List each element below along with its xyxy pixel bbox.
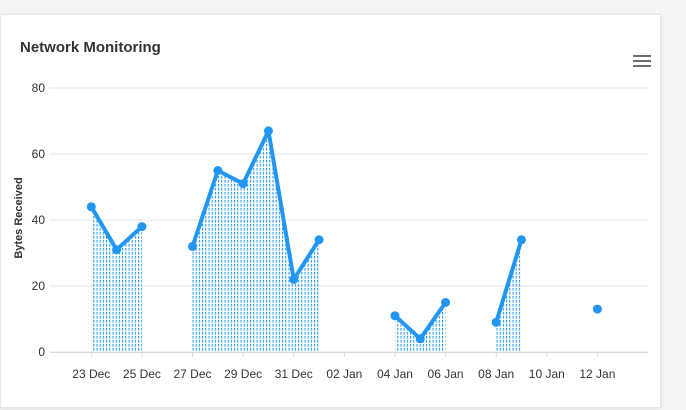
area-fill-segment bbox=[496, 239, 522, 352]
x-tick-label: 06 Jan bbox=[428, 367, 464, 381]
x-tick-label: 23 Dec bbox=[72, 367, 110, 381]
gridlines bbox=[50, 87, 648, 353]
chart-title: Network Monitoring bbox=[20, 39, 161, 56]
data-point bbox=[289, 274, 299, 284]
x-tick-label: 12 Jan bbox=[579, 367, 615, 381]
data-point bbox=[314, 235, 324, 245]
data-point bbox=[238, 179, 248, 189]
x-tick-label: 31 Dec bbox=[275, 367, 313, 381]
series-line-segment bbox=[494, 237, 524, 325]
y-axis-label: Bytes Received bbox=[13, 177, 25, 258]
data-point bbox=[263, 126, 273, 136]
data-point bbox=[491, 317, 501, 327]
x-tick-label: 02 Jan bbox=[326, 367, 362, 381]
y-tick-label: 40 bbox=[32, 213, 46, 227]
data-point bbox=[213, 166, 223, 175]
x-tick-label: 25 Dec bbox=[123, 367, 161, 381]
x-tick-label: 29 Dec bbox=[224, 367, 262, 381]
data-point bbox=[86, 202, 96, 212]
y-axis-ticks: 0 20 40 60 80 bbox=[32, 81, 46, 359]
y-tick-label: 20 bbox=[32, 279, 46, 293]
x-tick-label: 27 Dec bbox=[174, 367, 212, 381]
y-tick-label: 60 bbox=[32, 147, 46, 161]
data-point bbox=[188, 241, 198, 251]
data-point bbox=[112, 245, 122, 255]
x-tick-label: 04 Jan bbox=[377, 367, 413, 381]
x-axis-ticks: 23 Dec 25 Dec 27 Dec 29 Dec 31 Dec 02 Jan 04 J… bbox=[72, 352, 615, 381]
area-fill-segment bbox=[192, 130, 320, 352]
y-tick-label: 0 bbox=[38, 345, 45, 359]
x-tick-label: 08 Jan bbox=[478, 367, 514, 381]
data-point bbox=[137, 222, 147, 232]
hamburger-menu-icon[interactable] bbox=[633, 55, 651, 69]
area-fills bbox=[91, 130, 522, 352]
x-tick-label: 10 Jan bbox=[529, 367, 565, 381]
y-tick-label: 80 bbox=[32, 81, 46, 95]
area-fill-segment bbox=[91, 206, 142, 352]
series-line-segment bbox=[190, 128, 322, 282]
series-points bbox=[86, 126, 602, 344]
data-point bbox=[592, 304, 602, 314]
data-point bbox=[415, 334, 425, 344]
data-point bbox=[390, 311, 400, 321]
data-point bbox=[516, 235, 526, 245]
area-fill-segment bbox=[394, 302, 446, 352]
data-point bbox=[441, 298, 451, 307]
